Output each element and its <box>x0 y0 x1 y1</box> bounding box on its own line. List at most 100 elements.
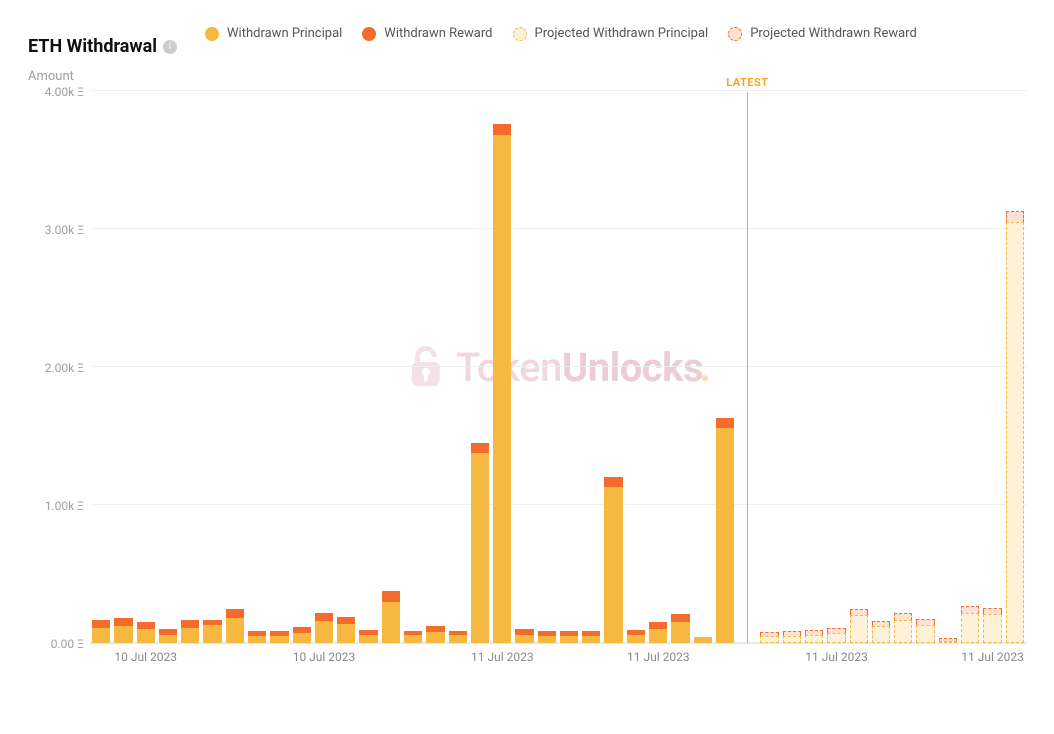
bar[interactable] <box>961 606 979 643</box>
latest-label: LATEST <box>726 76 768 89</box>
legend-item[interactable]: Withdrawn Principal <box>205 26 342 41</box>
bar[interactable] <box>515 629 533 643</box>
y-tick-label: 2.00k Ξ <box>45 361 84 375</box>
bar[interactable] <box>181 620 199 643</box>
legend-swatch <box>728 27 742 41</box>
bar-seg-reward <box>315 613 333 621</box>
bar-seg-principal <box>694 637 712 643</box>
bar[interactable] <box>827 628 845 643</box>
bar-seg-reward <box>1006 211 1024 222</box>
bar-seg-principal <box>159 635 177 643</box>
bar[interactable] <box>716 418 734 643</box>
bar[interactable] <box>694 637 712 643</box>
bar-seg-principal <box>359 635 377 643</box>
bar[interactable] <box>894 613 912 643</box>
bar-seg-principal <box>181 628 199 643</box>
bar-seg-principal <box>872 626 890 643</box>
bar-seg-principal <box>337 624 355 643</box>
bar-seg-principal <box>114 626 132 643</box>
bar[interactable] <box>426 626 444 643</box>
bar[interactable] <box>270 631 288 643</box>
bar[interactable] <box>471 443 489 643</box>
bar[interactable] <box>159 629 177 643</box>
bar-seg-principal <box>137 629 155 643</box>
bar[interactable] <box>850 609 868 643</box>
bar[interactable] <box>337 617 355 643</box>
bar-seg-principal <box>315 621 333 643</box>
bar-seg-principal <box>1006 222 1024 643</box>
bar[interactable] <box>582 631 600 643</box>
chart-card: ETH Withdrawal i Withdrawn Principal With… <box>0 0 1054 664</box>
bar[interactable] <box>404 631 422 643</box>
bar-seg-principal <box>404 635 422 643</box>
bar[interactable] <box>560 631 578 643</box>
legend-item[interactable]: Projected Withdrawn Reward <box>728 26 917 41</box>
y-tick-label: 1.00k Ξ <box>45 499 84 513</box>
gridline <box>90 90 1026 91</box>
bar[interactable] <box>872 621 890 643</box>
bar-seg-principal <box>716 428 734 643</box>
bar[interactable] <box>538 631 556 643</box>
legend-label: Projected Withdrawn Reward <box>750 26 917 41</box>
bar[interactable] <box>760 632 778 643</box>
bar[interactable] <box>114 618 132 643</box>
x-axis: 10 Jul 202310 Jul 202311 Jul 202311 Jul … <box>90 644 1026 664</box>
bar-seg-reward <box>137 622 155 630</box>
bar-seg-principal <box>604 487 622 643</box>
bar-seg-principal <box>293 633 311 643</box>
bar[interactable] <box>382 591 400 643</box>
legend-item[interactable]: Projected Withdrawn Principal <box>513 26 709 41</box>
bar[interactable] <box>137 622 155 643</box>
bar-seg-principal <box>649 629 667 643</box>
latest-line <box>747 92 748 643</box>
bar-seg-principal <box>805 635 823 643</box>
bar-seg-principal <box>783 636 801 643</box>
bar[interactable] <box>783 631 801 643</box>
legend-item[interactable]: Withdrawn Reward <box>362 26 492 41</box>
bar-seg-principal <box>983 614 1001 643</box>
bar-seg-principal <box>92 628 110 643</box>
bar[interactable] <box>315 613 333 643</box>
bar-seg-reward <box>894 613 912 620</box>
y-axis: 0.00 Ξ1.00k Ξ2.00k Ξ3.00k Ξ4.00k Ξ <box>28 92 90 644</box>
bar-seg-reward <box>337 617 355 624</box>
bar-seg-reward <box>92 620 110 628</box>
bar-seg-principal <box>449 635 467 643</box>
x-tick-label: 10 Jul 2023 <box>293 650 356 664</box>
title-wrap: ETH Withdrawal i <box>28 20 177 57</box>
bar-seg-principal <box>939 641 957 643</box>
bar[interactable] <box>203 620 221 643</box>
bar-seg-principal <box>627 635 645 643</box>
bar[interactable] <box>671 614 689 643</box>
bar[interactable] <box>627 630 645 643</box>
bar-seg-principal <box>894 620 912 643</box>
bar[interactable] <box>983 608 1001 643</box>
bar-seg-principal <box>426 632 444 643</box>
bar[interactable] <box>248 631 266 643</box>
bar[interactable] <box>293 627 311 643</box>
bar[interactable] <box>604 477 622 643</box>
legend-swatch <box>362 27 376 41</box>
bar[interactable] <box>805 630 823 643</box>
bar[interactable] <box>92 620 110 643</box>
bars <box>90 92 1026 643</box>
bar[interactable] <box>449 631 467 643</box>
info-icon[interactable]: i <box>163 40 177 54</box>
bar[interactable] <box>226 609 244 643</box>
bar-seg-reward <box>382 591 400 602</box>
x-tick-label: 11 Jul 2023 <box>627 650 690 664</box>
bar-seg-principal <box>850 615 868 643</box>
plot-area: TokenUnlocks. LATEST <box>90 92 1026 644</box>
bar[interactable] <box>359 630 377 643</box>
bar-seg-reward <box>649 622 667 629</box>
bar-seg-principal <box>760 636 778 643</box>
bar[interactable] <box>939 638 957 643</box>
bar-seg-principal <box>827 633 845 643</box>
bar-seg-reward <box>471 443 489 453</box>
bar-seg-reward <box>114 618 132 626</box>
bar[interactable] <box>916 619 934 643</box>
bar-seg-principal <box>226 618 244 643</box>
bar[interactable] <box>1006 211 1024 643</box>
bar[interactable] <box>649 622 667 643</box>
bar[interactable] <box>493 124 511 643</box>
